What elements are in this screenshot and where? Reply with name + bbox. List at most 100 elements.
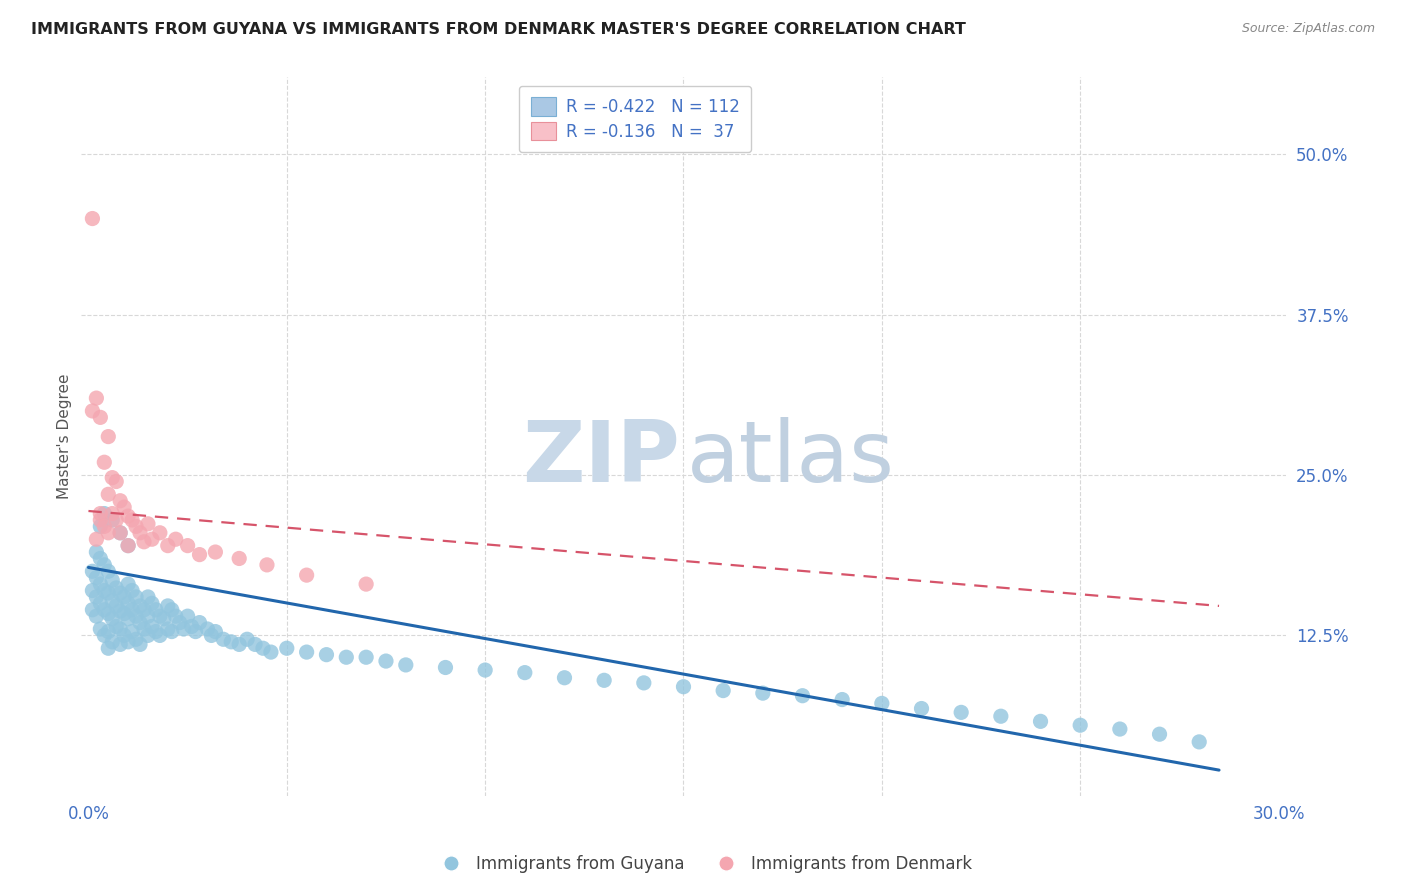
Point: [97, 607, 120, 621]
Point: [132, 603, 155, 617]
Point: [354, 577, 377, 591]
Point: [910, 701, 932, 715]
Point: [112, 628, 135, 642]
Point: [792, 689, 814, 703]
Point: [112, 607, 135, 621]
Point: [200, 628, 222, 642]
Point: [86, 590, 108, 604]
Point: [86, 571, 108, 585]
Point: [197, 622, 219, 636]
Point: [93, 583, 115, 598]
Point: [93, 603, 115, 617]
Point: [82, 404, 104, 418]
Point: [129, 599, 152, 613]
Point: [212, 632, 235, 647]
Point: [121, 624, 143, 639]
Point: [101, 612, 124, 626]
Point: [165, 533, 187, 547]
Point: [295, 568, 318, 582]
Point: [117, 539, 139, 553]
Point: [125, 632, 148, 647]
Point: [136, 609, 159, 624]
Point: [188, 615, 211, 630]
Point: [633, 676, 655, 690]
Point: [434, 660, 457, 674]
Point: [93, 558, 115, 572]
Point: [1108, 722, 1130, 736]
Point: [108, 525, 131, 540]
Point: [117, 596, 139, 610]
Point: [86, 609, 108, 624]
Point: [108, 604, 131, 618]
Point: [752, 686, 775, 700]
Point: [82, 211, 104, 226]
Point: [188, 548, 211, 562]
Point: [117, 635, 139, 649]
Point: [112, 500, 135, 515]
Point: [136, 516, 159, 531]
Point: [121, 603, 143, 617]
Point: [236, 632, 259, 647]
Point: [89, 551, 111, 566]
Point: [160, 603, 183, 617]
Point: [117, 539, 139, 553]
Point: [156, 539, 179, 553]
Point: [93, 628, 115, 642]
Point: [101, 594, 124, 608]
Point: [990, 709, 1012, 723]
Point: [256, 558, 278, 572]
Point: [105, 599, 128, 613]
Point: [513, 665, 536, 680]
Point: [141, 619, 163, 633]
Text: atlas: atlas: [688, 417, 896, 500]
Point: [101, 635, 124, 649]
Point: [950, 706, 973, 720]
Point: [125, 609, 148, 624]
Point: [82, 603, 104, 617]
Point: [97, 564, 120, 578]
Point: [89, 507, 111, 521]
Point: [184, 624, 207, 639]
Point: [132, 534, 155, 549]
Point: [101, 470, 124, 484]
Point: [105, 581, 128, 595]
Point: [335, 650, 357, 665]
Point: [93, 507, 115, 521]
Point: [180, 619, 202, 633]
Text: Source: ZipAtlas.com: Source: ZipAtlas.com: [1241, 22, 1375, 36]
Point: [97, 624, 120, 639]
Point: [141, 596, 163, 610]
Point: [156, 599, 179, 613]
Point: [1188, 735, 1211, 749]
Point: [176, 539, 198, 553]
Point: [831, 692, 853, 706]
Point: [228, 551, 250, 566]
Point: [117, 612, 139, 626]
Point: [97, 586, 120, 600]
Point: [870, 697, 893, 711]
Point: [129, 637, 152, 651]
Point: [243, 637, 266, 651]
Point: [89, 513, 111, 527]
Point: [86, 533, 108, 547]
Point: [82, 564, 104, 578]
Point: [101, 574, 124, 588]
Point: [121, 583, 143, 598]
Point: [129, 615, 152, 630]
Point: [105, 619, 128, 633]
Point: [86, 545, 108, 559]
Point: [160, 624, 183, 639]
Point: [228, 637, 250, 651]
Point: [315, 648, 337, 662]
Point: [101, 507, 124, 521]
Point: [153, 612, 176, 626]
Point: [132, 622, 155, 636]
Point: [149, 609, 172, 624]
Point: [97, 487, 120, 501]
Point: [169, 615, 191, 630]
Point: [149, 628, 172, 642]
Point: [108, 493, 131, 508]
Point: [593, 673, 616, 688]
Point: [86, 391, 108, 405]
Point: [97, 429, 120, 443]
